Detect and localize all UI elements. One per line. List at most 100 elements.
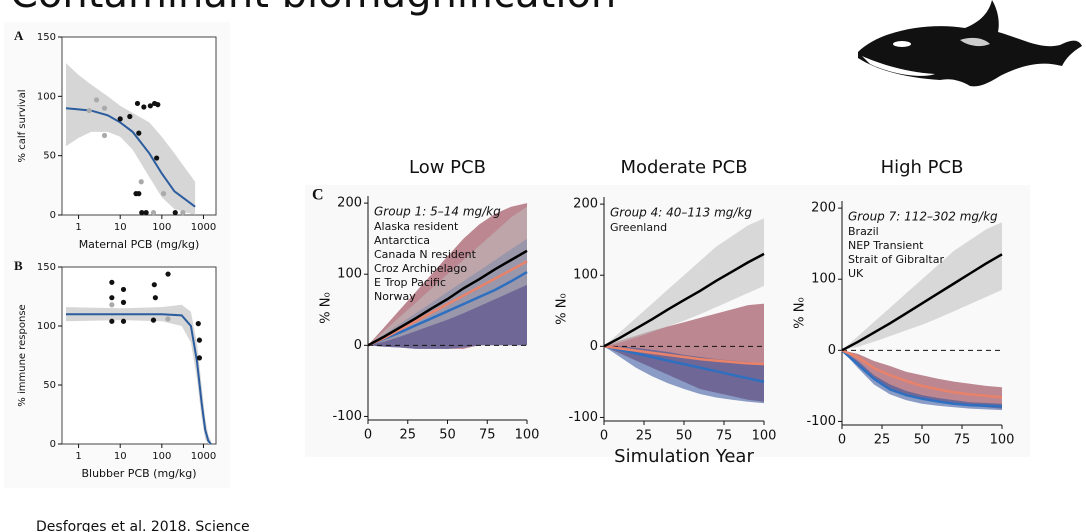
panel-label: B bbox=[14, 258, 23, 273]
plot-frame bbox=[61, 266, 217, 445]
data-point bbox=[152, 295, 158, 301]
citation: Desforges et al. 2018. Science bbox=[36, 519, 250, 532]
mean-line bbox=[603, 345, 765, 384]
y-tick-label: -100 bbox=[806, 414, 836, 429]
x-tick-label: 100 bbox=[152, 451, 171, 462]
data-point bbox=[195, 321, 201, 327]
y-tick-label: 100 bbox=[811, 272, 836, 287]
y-tick-label: 150 bbox=[37, 32, 56, 43]
y-tick-label: 50 bbox=[43, 151, 56, 162]
y-tick-label: 200 bbox=[337, 196, 362, 211]
mean-line bbox=[603, 345, 765, 366]
data-point bbox=[120, 318, 127, 324]
mean-line bbox=[367, 260, 528, 347]
data-point bbox=[136, 130, 142, 136]
annotation-line: Antarctica bbox=[374, 234, 430, 247]
simulation-band bbox=[368, 206, 527, 346]
y-tick-label: 100 bbox=[337, 267, 362, 282]
data-point bbox=[109, 279, 115, 285]
x-tick-label: 50 bbox=[676, 429, 693, 444]
y-tick-label: 0 bbox=[828, 343, 836, 358]
y-axis-label: % calf survival bbox=[17, 90, 28, 163]
y-tick-label: 100 bbox=[37, 91, 56, 102]
data-point bbox=[93, 97, 100, 103]
y-tick-label: 0 bbox=[590, 339, 598, 354]
data-point bbox=[150, 210, 157, 216]
x-tick-label: 100 bbox=[515, 428, 540, 443]
y-axis-label: % N₀ bbox=[319, 292, 334, 323]
annotation-line: Norway bbox=[374, 290, 416, 303]
y-tick-label: 100 bbox=[37, 321, 56, 332]
orca-belly bbox=[862, 56, 935, 76]
annotation-title: Group 7: 112–302 mg/kg bbox=[848, 210, 998, 224]
x-tick-label: 75 bbox=[716, 429, 733, 444]
x-tick-label: 0 bbox=[600, 429, 608, 444]
x-tick-label: 50 bbox=[914, 433, 931, 448]
annotation-line: Croz Archipelago bbox=[374, 262, 467, 275]
mean-line bbox=[603, 252, 765, 348]
x-tick-label: 50 bbox=[439, 428, 456, 443]
annotation-title: Group 1: 5–14 mg/kg bbox=[374, 205, 501, 219]
data-point bbox=[109, 302, 115, 308]
simulation-band bbox=[842, 222, 1002, 351]
annotation-line: Brazil bbox=[848, 225, 879, 238]
x-tick-label: 10 bbox=[114, 222, 127, 233]
data-point bbox=[136, 191, 142, 197]
mean-line bbox=[841, 349, 1003, 408]
data-point bbox=[101, 132, 108, 139]
annotation-title: Group 4: 40–113 mg/kg bbox=[610, 206, 752, 220]
data-point bbox=[154, 155, 160, 161]
x-tick-label: 1000 bbox=[191, 451, 216, 462]
data-point bbox=[172, 210, 178, 216]
data-point bbox=[109, 295, 115, 301]
data-point bbox=[139, 210, 145, 216]
orca-illustration bbox=[858, 0, 1082, 87]
x-tick-label: 0 bbox=[838, 433, 846, 448]
annotation-line: Alaska resident bbox=[374, 220, 459, 233]
data-point bbox=[196, 355, 203, 361]
x-tick-label: 25 bbox=[399, 428, 416, 443]
data-point bbox=[117, 116, 123, 122]
x-axis-label: Blubber PCB (mg/kg) bbox=[81, 467, 196, 480]
x-tick-label: 100 bbox=[752, 429, 777, 444]
annotation-line: UK bbox=[848, 267, 864, 280]
fit-line bbox=[65, 107, 196, 208]
data-point bbox=[120, 299, 127, 305]
y-tick-label: -100 bbox=[568, 410, 598, 425]
panel-title: High PCB bbox=[881, 157, 964, 178]
y-axis-label: % immune response bbox=[17, 304, 28, 406]
data-point bbox=[165, 271, 171, 277]
x-axis-label: Maternal PCB (mg/kg) bbox=[79, 238, 200, 251]
x-tick-label: 1000 bbox=[191, 222, 216, 233]
data-point bbox=[155, 102, 161, 108]
mean-line bbox=[367, 249, 528, 347]
y-tick-label: -100 bbox=[332, 409, 362, 424]
x-tick-label: 1 bbox=[75, 451, 81, 462]
x-tick-label: 75 bbox=[479, 428, 496, 443]
annotation-line: E Trop Pacific bbox=[374, 276, 446, 289]
orca-saddle bbox=[960, 37, 990, 47]
y-tick-label: 0 bbox=[50, 210, 56, 221]
y-tick-label: 150 bbox=[37, 262, 56, 273]
x-axis-label: Simulation Year bbox=[614, 446, 754, 467]
panel-title: Moderate PCB bbox=[620, 157, 747, 178]
confidence-band bbox=[66, 304, 211, 444]
panel-title: Low PCB bbox=[409, 157, 486, 178]
y-tick-label: 50 bbox=[43, 380, 56, 391]
x-tick-label: 1 bbox=[75, 222, 81, 233]
simulation-band bbox=[604, 218, 764, 347]
annotation-line: NEP Transient bbox=[848, 239, 924, 252]
y-tick-label: 200 bbox=[573, 197, 598, 212]
x-tick-label: 25 bbox=[636, 429, 653, 444]
data-point bbox=[138, 179, 144, 185]
data-point bbox=[151, 282, 157, 288]
mean-line bbox=[367, 271, 528, 347]
x-tick-label: 100 bbox=[152, 222, 171, 233]
data-point bbox=[196, 337, 203, 343]
y-axis-label: % N₀ bbox=[555, 293, 570, 324]
data-point bbox=[180, 210, 186, 216]
data-point bbox=[86, 107, 92, 114]
data-point bbox=[127, 113, 133, 120]
data-point bbox=[109, 318, 115, 324]
